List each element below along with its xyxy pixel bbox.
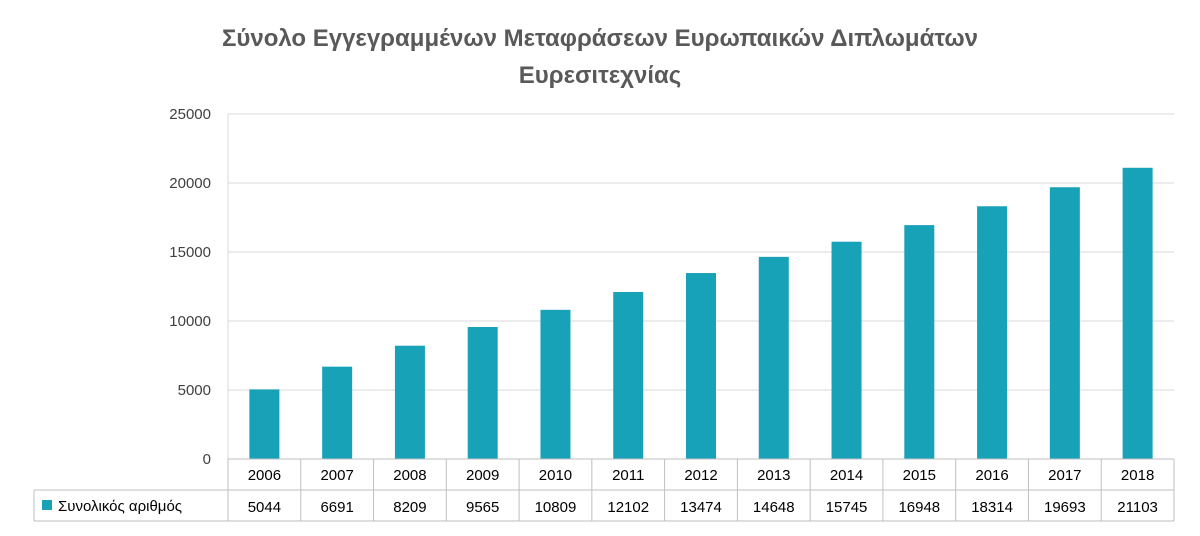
data-table-value: 18314: [971, 499, 1013, 516]
bar-2013: [758, 256, 789, 459]
bar-2017: [1049, 187, 1080, 459]
data-table-value: 14648: [753, 499, 795, 516]
x-tick-label: 2017: [1048, 467, 1081, 484]
chart-title-line-2: Ευρεσιτεχνίας: [519, 62, 681, 89]
data-table-value: 5044: [248, 499, 281, 516]
data-table-value: 16948: [898, 499, 940, 516]
y-tick-label: 10000: [169, 313, 211, 330]
y-tick-label: 15000: [169, 244, 211, 261]
data-table-value: 8209: [393, 499, 426, 516]
x-tick-label: 2012: [684, 467, 717, 484]
y-tick-label: 25000: [169, 106, 211, 123]
y-tick-label: 5000: [178, 382, 211, 399]
bar-2009: [467, 327, 498, 459]
bar-2014: [831, 241, 862, 459]
x-tick-label: 2008: [393, 467, 426, 484]
data-table: 2006 5044 2007 6691 2008 8209 2009 9565 2010 1080…: [33, 458, 1175, 522]
x-tick-label: 2015: [903, 467, 936, 484]
x-tick-label: 2010: [539, 467, 572, 484]
bar-2011: [613, 291, 644, 459]
y-tick-label: 0: [203, 451, 211, 468]
bar-2008: [394, 345, 425, 459]
bar-2007: [322, 366, 353, 459]
bar-2015: [904, 225, 935, 459]
chart-title: Σύνολο Εγγεγραμμένων Μεταφράσεων Ευρωπαι…: [222, 25, 978, 89]
bar-2018: [1122, 167, 1153, 459]
x-tick-label: 2006: [248, 467, 281, 484]
x-tick-label: 2009: [466, 467, 499, 484]
x-tick-label: 2016: [975, 467, 1008, 484]
y-tick-label: 20000: [169, 175, 211, 192]
x-tick-label: 2011: [612, 467, 644, 484]
bars: [249, 167, 1153, 459]
bar-2012: [686, 273, 716, 459]
x-tick-label: 2014: [830, 467, 863, 484]
data-table-value: 19693: [1044, 499, 1086, 516]
y-axis-ticks: 0 5000 10000 15000 20000 25000: [169, 106, 211, 468]
data-table-value: 13474: [680, 499, 722, 516]
x-tick-label: 2018: [1121, 467, 1154, 484]
legend-label: Συνολικός αριθμός: [58, 498, 182, 515]
x-tick-label: 2007: [320, 467, 353, 484]
legend-swatch: [42, 500, 52, 510]
chart-title-line-1: Σύνολο Εγγεγραμμένων Μεταφράσεων Ευρωπαι…: [222, 25, 978, 52]
data-table-value: 15745: [826, 499, 868, 516]
data-table-value: 21103: [1117, 499, 1158, 516]
bar-2006: [249, 389, 280, 459]
x-tick-label: 2013: [757, 467, 790, 484]
data-table-value: 9565: [466, 499, 499, 516]
bar-2010: [540, 309, 571, 459]
data-table-value: 6691: [320, 499, 353, 516]
data-table-value: 10809: [535, 499, 577, 516]
data-table-value: 12102: [607, 499, 649, 516]
bar-2016: [977, 206, 1008, 459]
grid-lines: [227, 113, 1174, 459]
